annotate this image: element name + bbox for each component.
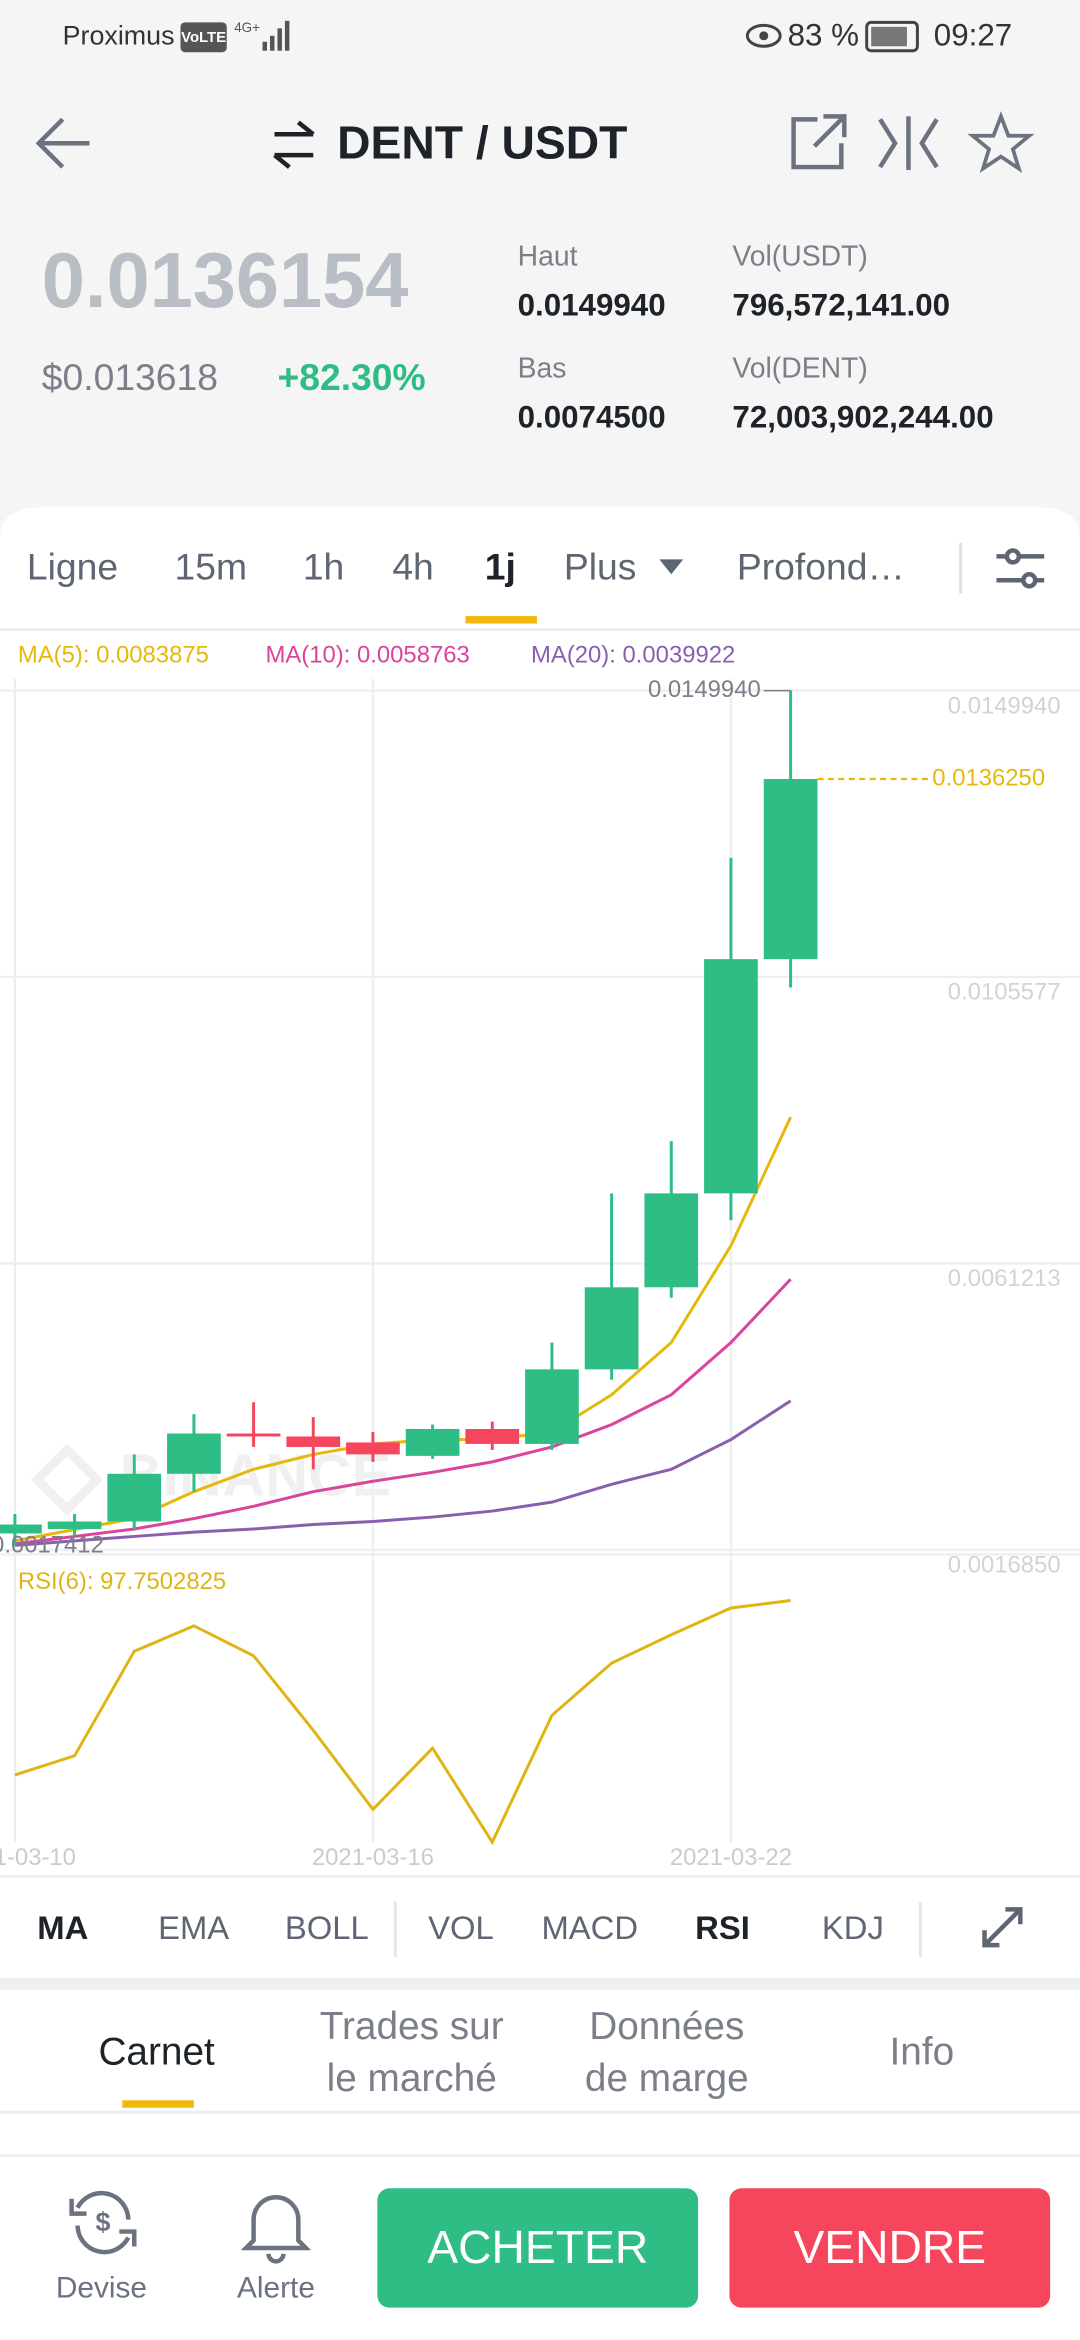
volte-badge xyxy=(180,22,227,53)
vol-base-label: Vol(DENT) xyxy=(732,352,867,384)
bottom-tab[interactable]: Carnet xyxy=(98,2030,215,2073)
favorite-icon[interactable] xyxy=(967,111,1035,174)
candle-body xyxy=(584,1287,639,1370)
pair-title: DENT / USDT xyxy=(337,116,627,168)
time: 09:27 xyxy=(934,18,1012,53)
indicator-tab[interactable]: MA xyxy=(37,1909,88,1946)
indicator-tab[interactable]: BOLL xyxy=(285,1909,369,1946)
low-value: 0.0074500 xyxy=(518,399,666,434)
low-label: Bas xyxy=(518,352,567,384)
max-marker-label: 0.0149940 xyxy=(648,676,761,703)
bottom-tab[interactable]: de marge xyxy=(585,2057,749,2100)
watermark: BINANCE xyxy=(119,1442,391,1509)
open-icon[interactable] xyxy=(791,114,847,170)
rsi-label: RSI(6): 97.7502825 xyxy=(18,1568,226,1595)
eye-icon xyxy=(745,23,782,48)
rsi-line xyxy=(14,1599,791,1846)
ma-line xyxy=(14,1278,792,1546)
compare-icon[interactable] xyxy=(878,116,939,171)
signal: 4G+ xyxy=(234,20,260,35)
candle-body xyxy=(405,1429,460,1456)
legend-entry: MA(10): 0.0058763 xyxy=(266,642,470,669)
y-tick-label: 0.0061213 xyxy=(948,1265,1061,1292)
candle-body xyxy=(704,959,758,1194)
candle-body xyxy=(763,779,818,960)
fullscreen-icon[interactable] xyxy=(982,1907,1023,1948)
interval-tab[interactable]: Ligne xyxy=(27,546,118,588)
bottom-tab[interactable]: Données xyxy=(589,2005,744,2048)
y-tick-label: 0.0016850 xyxy=(948,1552,1061,1579)
legend-entry: MA(20): 0.0039922 xyxy=(531,642,735,669)
x-tick-label: 2021-03-16 xyxy=(312,1844,434,1871)
candle-body xyxy=(167,1433,221,1474)
dropdown-arrow xyxy=(659,559,684,575)
vol-quote-label: Vol(USDT) xyxy=(732,241,867,273)
y-tick-label: 0.0105577 xyxy=(948,979,1061,1006)
active-bottom-tab xyxy=(122,2100,194,2108)
top-background xyxy=(0,0,1080,538)
active-tab-indicator xyxy=(465,616,538,624)
currency-icon[interactable] xyxy=(69,2190,137,2255)
currency-symbol: $ xyxy=(95,2207,110,2237)
candle-body xyxy=(346,1442,400,1455)
interval-tab[interactable]: Profond… xyxy=(737,546,905,588)
eye-pupil xyxy=(759,31,769,41)
chart: BINANCE 0.0149940 0.0105577 0.0061213 0.0016… xyxy=(0,642,1080,1871)
alert-label[interactable]: Alerte xyxy=(237,2272,315,2305)
legend-entry: MA(5): 0.0083875 xyxy=(18,642,209,669)
candle-body xyxy=(465,1429,520,1444)
settings-icon[interactable] xyxy=(996,548,1045,589)
candle-body xyxy=(47,1521,102,1530)
ma-line xyxy=(14,1399,792,1547)
candle-body xyxy=(107,1473,162,1522)
signal-bars xyxy=(262,20,290,51)
candle-body xyxy=(644,1193,699,1288)
sell-button[interactable] xyxy=(729,2188,1051,2308)
interval-tab[interactable]: 1j xyxy=(485,546,516,588)
interval-tab[interactable]: 1h xyxy=(303,546,344,588)
last-price-label: 0.0136250 xyxy=(932,764,1045,791)
last-price: 0.0136154 xyxy=(42,238,409,324)
bottom-tab[interactable]: le marché xyxy=(327,2057,497,2100)
alert-icon[interactable] xyxy=(240,2195,312,2264)
candle-body xyxy=(226,1433,281,1437)
y-tick-label: 0.0149940 xyxy=(948,692,1061,719)
indicator-tab[interactable]: EMA xyxy=(158,1909,229,1946)
indicator-tab[interactable]: RSI xyxy=(695,1909,750,1946)
high-label: Haut xyxy=(518,241,578,273)
bottom-tab[interactable]: Trades sur xyxy=(320,2005,504,2048)
battery-level xyxy=(871,26,907,47)
buy-label[interactable]: ACHETER xyxy=(427,2221,648,2273)
fiat-price: $0.013618 xyxy=(42,356,218,398)
battery-icon xyxy=(865,20,919,53)
bottom-tab[interactable]: Info xyxy=(890,2030,955,2073)
currency-label[interactable]: Devise xyxy=(56,2272,147,2305)
interval-tab[interactable]: 15m xyxy=(175,546,248,588)
indicator-tab[interactable]: VOL xyxy=(428,1909,494,1946)
back-button[interactable] xyxy=(35,117,90,169)
buy-button[interactable] xyxy=(377,2188,699,2308)
indicator-tab[interactable]: KDJ xyxy=(822,1909,884,1946)
x-tick-label: 2021-03-10 xyxy=(0,1844,76,1871)
vol-quote: 796,572,141.00 xyxy=(732,288,950,323)
x-tick-label: 2021-03-22 xyxy=(670,1844,792,1871)
candle-body xyxy=(0,1524,42,1534)
carrier: Proximus xyxy=(63,20,175,50)
indicator-tab[interactable]: MACD xyxy=(541,1909,638,1946)
change: +82.30% xyxy=(277,356,425,398)
candle-body xyxy=(525,1369,579,1444)
high-value: 0.0149940 xyxy=(518,288,666,323)
candle-body xyxy=(286,1436,341,1447)
vol-base: 72,003,902,244.00 xyxy=(732,399,993,434)
interval-tab[interactable]: Plus xyxy=(564,546,637,588)
battery: 83 % xyxy=(788,18,859,53)
swap-icon[interactable] xyxy=(273,120,315,169)
watermark-logo xyxy=(30,1443,104,1516)
network: VoLTE xyxy=(181,30,226,46)
sell-label[interactable]: VENDRE xyxy=(793,2221,986,2273)
interval-tab[interactable]: 4h xyxy=(392,546,433,588)
section-gap xyxy=(0,1977,1080,1990)
